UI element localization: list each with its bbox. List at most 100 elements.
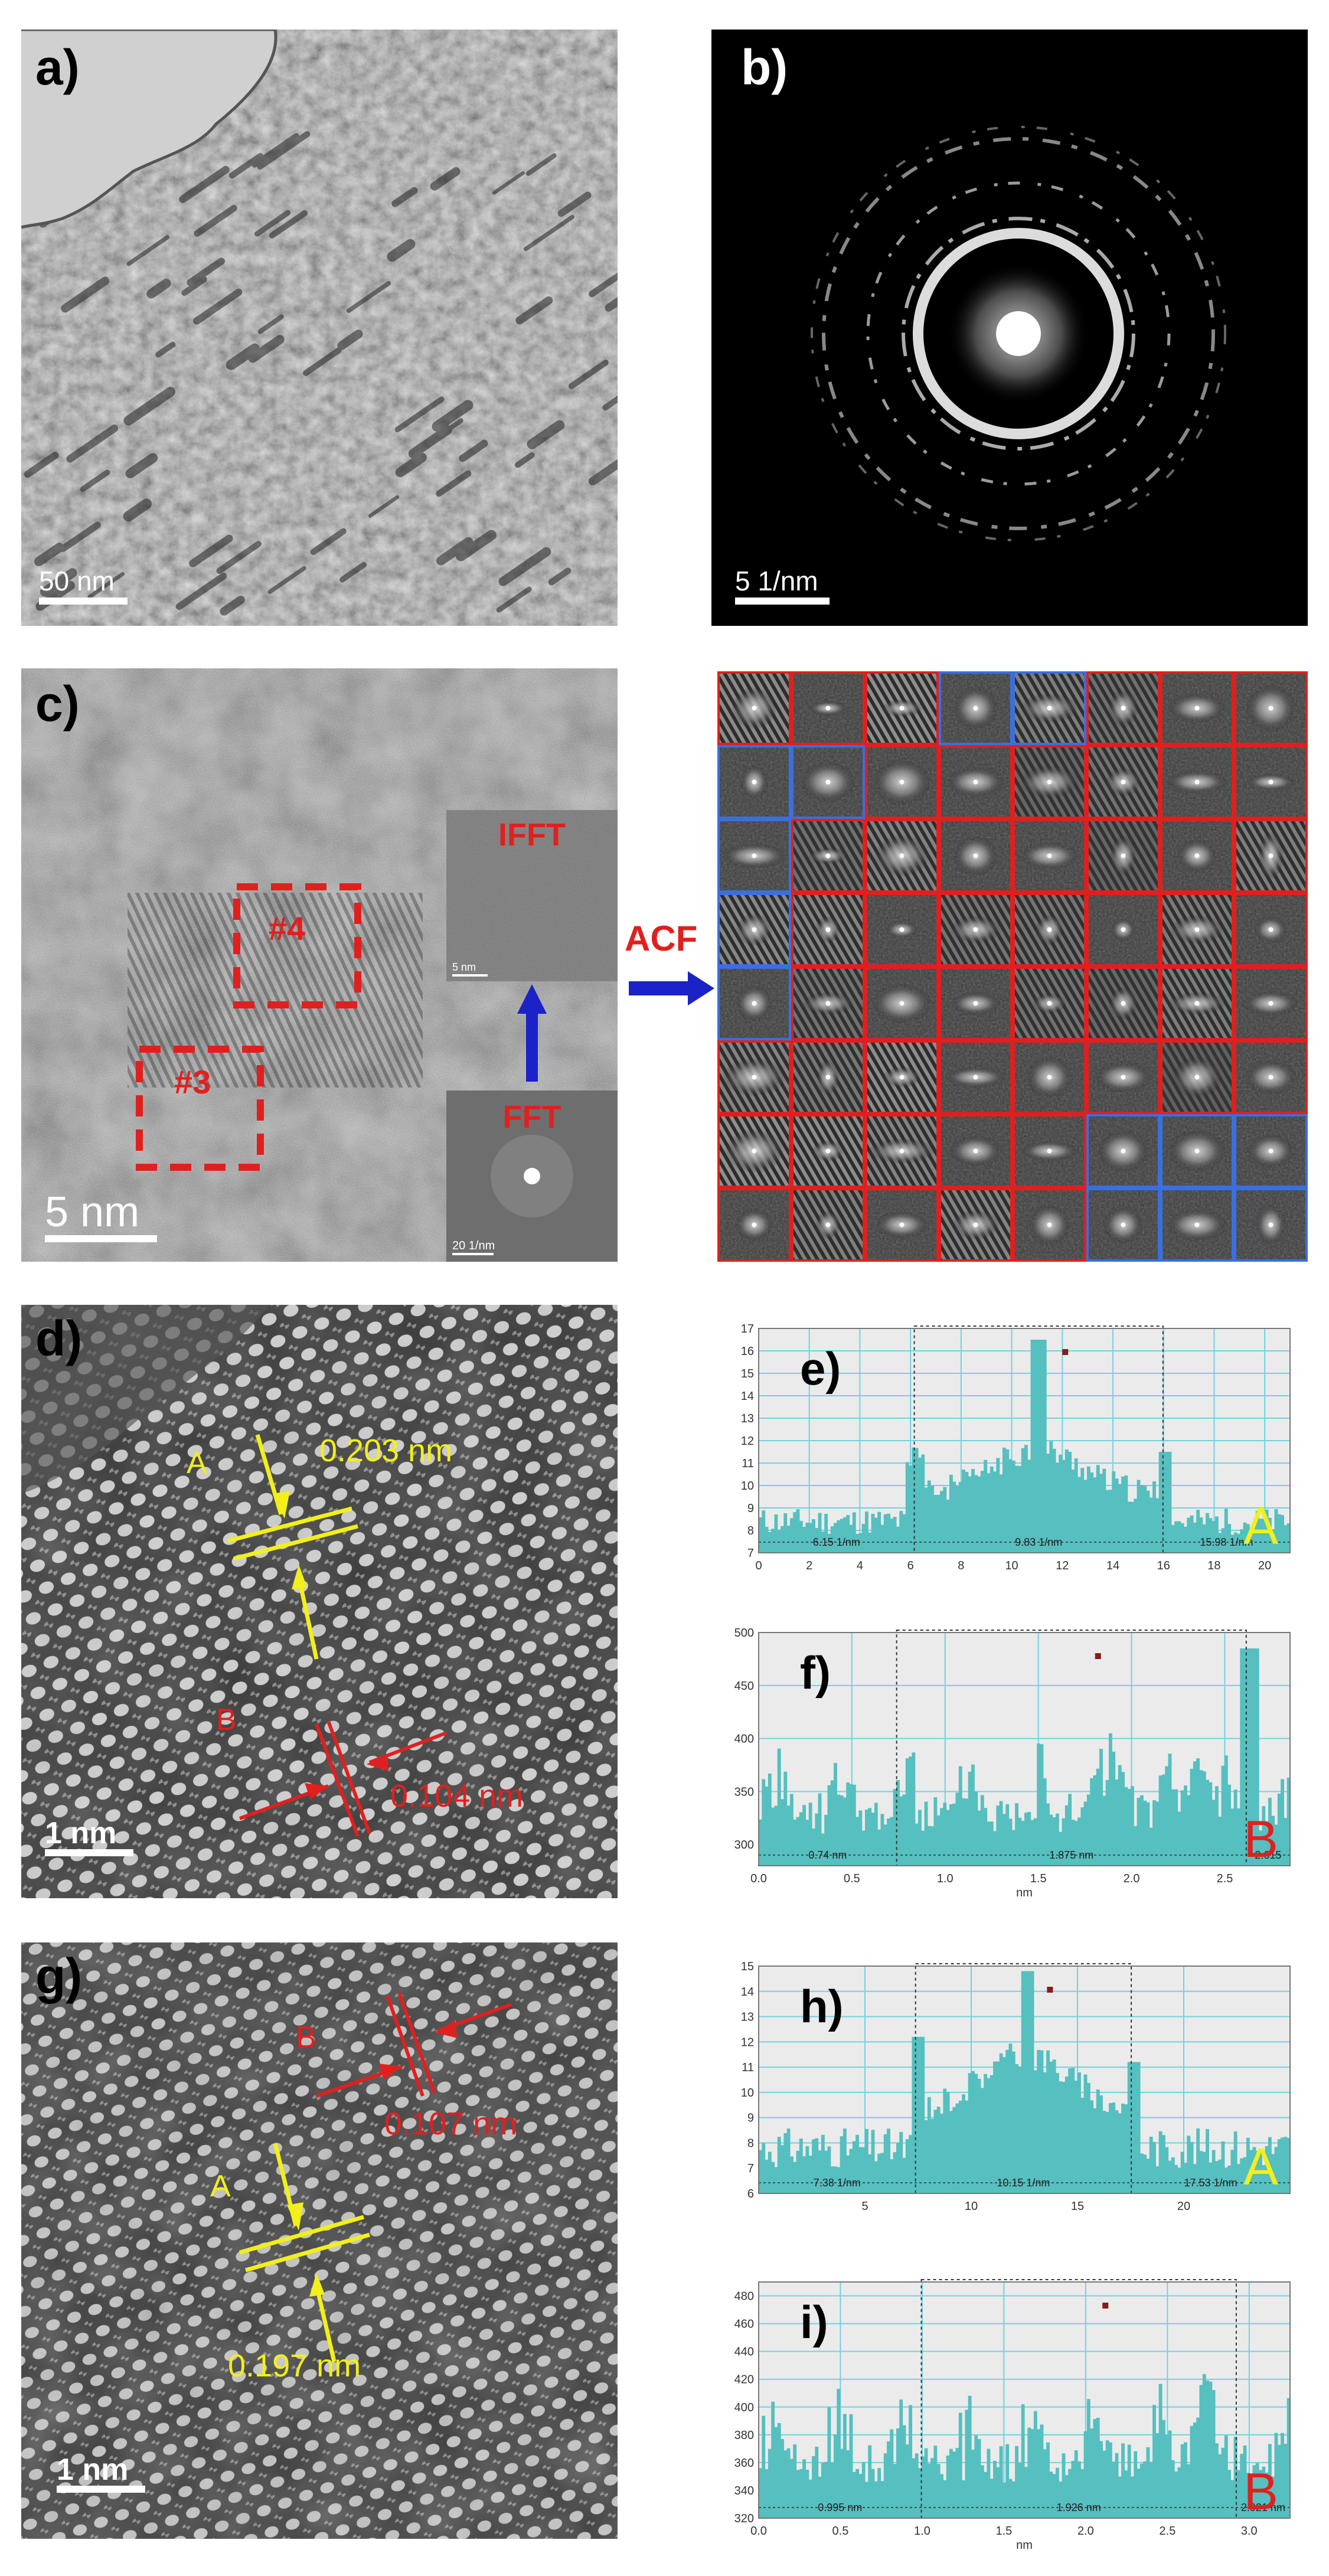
chart-profile-bar: [915, 1448, 919, 1553]
chart-profile-bar: [874, 1517, 878, 1553]
chart-profile-bar: [1005, 2444, 1010, 2518]
chart-profile-bar: [1206, 1780, 1209, 1866]
chart-profile-bar: [1102, 1468, 1106, 1553]
acf-cell: [939, 893, 1013, 967]
acf-cell: [939, 967, 1013, 1040]
chart-profile-bar: [1265, 2146, 1269, 2193]
chart-profile-bar: [877, 2153, 881, 2193]
chart-profile-bar: [1224, 1509, 1228, 1553]
chart-profile-bar: [1134, 2062, 1138, 2193]
chart-ytick-label: 500: [734, 1627, 754, 1640]
chart-profile-bar: [765, 1527, 769, 1553]
panel-d-spacing-a: 0.203 nm: [319, 1433, 452, 1468]
chart-profile-bar: [768, 2151, 772, 2193]
chart-profile-bar: [1227, 1784, 1232, 1866]
chart-xtick-label: 3.0: [1241, 2525, 1258, 2538]
acf-cell: [865, 1114, 939, 1188]
chart-profile-bar: [977, 2439, 981, 2518]
chart-profile-bar: [799, 2138, 803, 2193]
chart-profile-bar: [896, 2143, 900, 2193]
chart-profile-bar: [1255, 2150, 1259, 2193]
chart-profile-bar: [940, 2474, 943, 2518]
chart-profile-bar: [874, 2481, 878, 2518]
chart-profile-bar: [1259, 2470, 1262, 2518]
chart-marker: [1102, 2303, 1109, 2309]
chart-profile-bar: [1212, 1521, 1216, 1553]
chart-profile-bar: [1286, 1777, 1291, 1866]
chart-profile-bar: [1196, 2417, 1200, 2518]
chart-profile-bar: [808, 2156, 812, 2193]
chart-profile-bar: [1174, 1521, 1178, 1553]
chart-profile-bar: [946, 2092, 950, 2193]
chart-profile-bar: [868, 2154, 872, 2193]
chart-profile-bar: [1115, 1780, 1119, 1866]
chart-profile-bar: [899, 2131, 903, 2193]
panel-c-ifft-label: IFFT: [498, 817, 566, 853]
chart-profile-bar: [1052, 1817, 1056, 1866]
chart-profile-bar: [955, 2448, 959, 2518]
chart-profile-bar: [999, 1474, 1003, 1553]
chart-profile-bar: [1008, 1818, 1013, 1866]
chart-xtick-label: 1.0: [914, 2525, 930, 2538]
chart-profile-bar: [774, 2427, 778, 2518]
chart-ytick-label: 9: [747, 1502, 754, 1515]
chart-profile-bar: [1158, 1452, 1163, 1553]
chart-profile-bar: [968, 2073, 972, 2193]
chart-profile-bar: [1262, 2466, 1266, 2518]
chart-profile-bar: [1268, 2444, 1272, 2518]
chart-xtick-label: 0.0: [750, 2525, 767, 2538]
chart-profile-bar: [1043, 2449, 1047, 2518]
chart-profile-bar: [1134, 2451, 1138, 2518]
chart-profile-bar: [1102, 2111, 1106, 2193]
chart-profile-bar: [1146, 1490, 1150, 1553]
acf-cell: [1086, 671, 1160, 745]
chart-xtick-label: 1.5: [1030, 1872, 1047, 1885]
chart-profile-bar: [789, 2156, 794, 2193]
chart-profile-bar: [1096, 2089, 1100, 2193]
chart-marker: [1047, 1987, 1053, 1993]
chart-profile-bar: [984, 2471, 988, 2518]
chart-profile-bar: [1206, 2128, 1209, 2193]
panel-c-region-box-3: [136, 1046, 264, 1171]
chart-profile-bar: [840, 2448, 844, 2518]
chart-profile-bar: [1046, 2442, 1050, 2518]
acf-cell: [1160, 1114, 1234, 1188]
chart-profile-bar: [777, 2137, 781, 2193]
chart-ytick-label: 9: [747, 2112, 754, 2125]
chart-profile-bar: [1052, 1448, 1056, 1553]
chart-profile-bar: [909, 2135, 913, 2193]
chart-profile-bar: [930, 2118, 935, 2193]
chart-profile-bar: [949, 2448, 953, 2518]
chart-profile-bar: [1218, 2454, 1222, 2518]
chart-profile-bar: [1018, 2463, 1022, 2518]
chart-profile-bar: [1027, 1811, 1031, 1866]
chart-profile-bar: [962, 2094, 966, 2193]
chart-profile-bar: [921, 2456, 925, 2518]
chart-profile-bar: [1265, 2472, 1269, 2518]
chart-profile-bar: [849, 2414, 853, 2518]
chart-profile-bar: [843, 1517, 847, 1553]
chart-profile-bar: [1099, 1749, 1103, 1866]
chart-profile-bar: [1093, 1477, 1097, 1553]
acf-cell: [791, 893, 865, 967]
acf-cell: [1234, 967, 1308, 1040]
panel-g-graphic: B 0.107 nm A 0.197 nm 1 nm: [21, 1942, 618, 2539]
chart-profile-bar: [1177, 2467, 1181, 2518]
chart-profile-bar: [808, 1803, 812, 1866]
chart-profile-bar: [1284, 2444, 1288, 2518]
panel-d-label: d): [35, 1311, 83, 1366]
chart-profile-bar: [1165, 1766, 1169, 1866]
chart-i-svg: 320 340 360 380 400 420 440 460 480 0.0 0.5 1.0 1.5 2…: [734, 2279, 1291, 2552]
chart-profile-bar: [971, 2449, 975, 2518]
chart-profile-bar: [940, 1491, 943, 1553]
chart-profile-bar: [1233, 1790, 1237, 1866]
chart-profile-bar: [768, 1773, 772, 1866]
acf-cell: [939, 745, 1013, 819]
chart-profile-bar: [940, 2113, 943, 2193]
chart-profile-bar: [887, 2128, 890, 2193]
chart-profile-bar: [1030, 1340, 1034, 1553]
chart-profile-bar: [1083, 1480, 1088, 1553]
chart-xtick-label: 1.5: [995, 2525, 1012, 2538]
chart-profile-bar: [1230, 1535, 1235, 1553]
chart-profile-bar: [1037, 2049, 1041, 2193]
